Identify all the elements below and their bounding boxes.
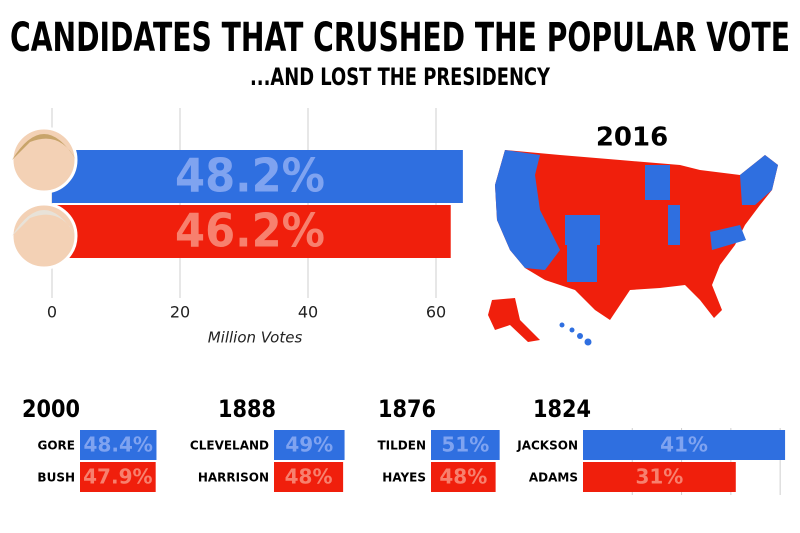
value-label: 48%: [285, 465, 333, 489]
value-label: 49%: [285, 433, 333, 457]
small-chart: 1824 JACKSON 41% ADAMS 31%: [516, 395, 786, 495]
share-label: 48.2%: [175, 149, 325, 203]
value-label: 51%: [441, 433, 489, 457]
bar: [80, 462, 156, 492]
chart-title: 2000: [22, 395, 80, 423]
value-label: 41%: [660, 433, 708, 457]
category-label: HAYES: [382, 471, 426, 485]
small-chart: 2000 GORE 48.4% BUSH 47.9%: [22, 395, 157, 492]
bar: [583, 430, 786, 460]
bar: [431, 430, 500, 460]
share-label: 46.2%: [175, 204, 325, 258]
bar: [80, 430, 157, 460]
category-label: TILDEN: [378, 439, 427, 453]
x-tick-label: 20: [170, 303, 190, 322]
category-label: HARRISON: [198, 471, 269, 485]
bar: [52, 205, 451, 258]
category-label: ADAMS: [529, 471, 578, 485]
small-chart: 1876 TILDEN 51% HAYES 48%: [378, 395, 500, 492]
category-label: GORE: [38, 439, 76, 453]
chart-title: 1824: [533, 395, 591, 423]
portrait-hair: [12, 210, 76, 236]
value-label: 48.4%: [84, 433, 153, 457]
value-label: 48%: [439, 465, 487, 489]
category-label: JACKSON: [516, 439, 578, 453]
x-tick-label: 40: [298, 303, 318, 322]
bar: [583, 462, 736, 492]
chart-title: 1888: [218, 395, 276, 423]
category-label: BUSH: [37, 471, 75, 485]
subtitle: ...AND LOST THE PRESIDENCY: [250, 63, 550, 91]
bar: [274, 462, 344, 492]
bar: [431, 462, 496, 492]
portrait-hair: [12, 134, 76, 160]
map-title: 2016: [596, 123, 668, 153]
x-tick-label: 0: [47, 303, 57, 322]
main-chart: 0 20 40 60 Million Votes 48.2%46.2%: [10, 108, 463, 347]
us-map: [488, 150, 778, 346]
value-label: 47.9%: [83, 465, 152, 489]
small-chart: 1888 CLEVELAND 49% HARRISON 48%: [190, 395, 345, 492]
chart-title: 1876: [378, 395, 436, 423]
x-axis-label: Million Votes: [208, 329, 303, 347]
bar: [274, 430, 345, 460]
title: CANDIDATES THAT CRUSHED THE POPULAR VOTE: [10, 15, 790, 61]
value-label: 31%: [635, 465, 683, 489]
bar: [52, 150, 463, 203]
x-tick-label: 60: [426, 303, 446, 322]
category-label: CLEVELAND: [190, 439, 269, 453]
